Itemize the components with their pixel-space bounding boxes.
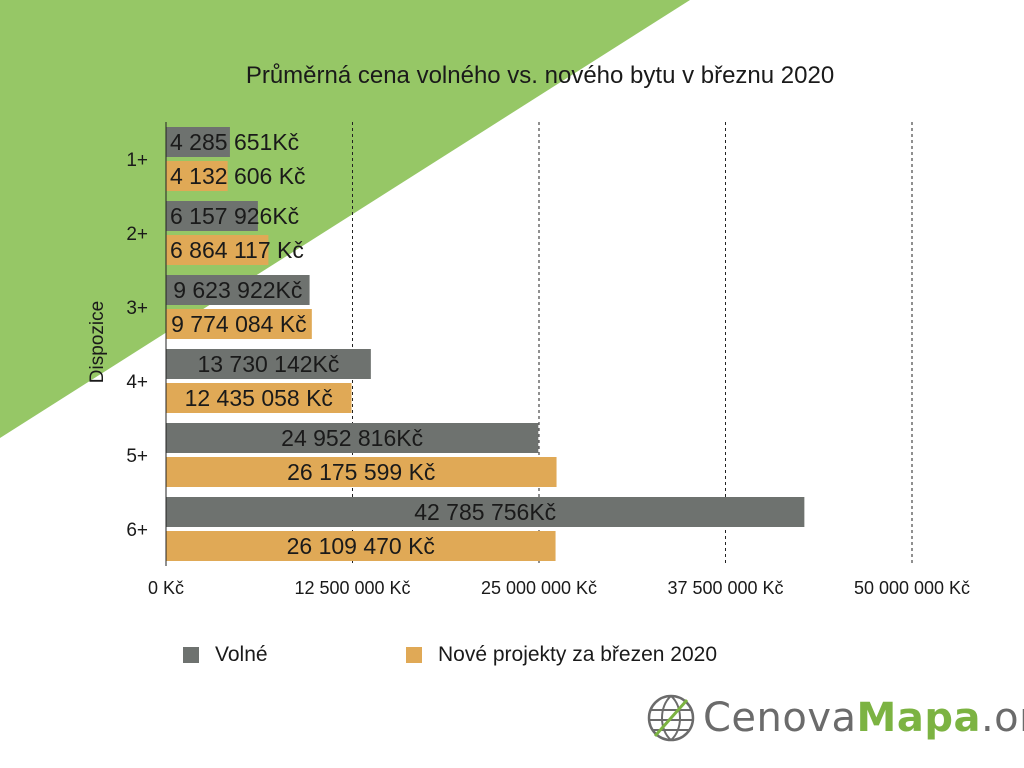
chart-title: Průměrná cena volného vs. nového bytu v … — [245, 62, 835, 89]
x-tick-label-1: 12 500 000 Kč — [294, 578, 410, 598]
data-label-volne-2plus: 6 157 926Kč — [170, 203, 299, 229]
bar-nove-1plus — [166, 161, 228, 191]
y-category-label-0: 1+ — [126, 150, 148, 171]
data-label-nove-3plus: 9 774 084 Kč — [171, 311, 307, 337]
legend-swatch-volne — [183, 647, 199, 663]
data-label-volne-3plus: 9 623 922Kč — [173, 277, 302, 303]
legend-item-nove: Nové projekty za březen 2020 — [406, 643, 717, 667]
legend-label-nove: Nové projekty za březen 2020 — [438, 643, 717, 666]
data-label-nove-1plus: 4 132 606 Kč — [170, 163, 306, 189]
y-category-label-5: 6+ — [126, 520, 148, 541]
bar-volne-5plus — [166, 423, 539, 453]
bar-nove-6plus — [166, 531, 556, 561]
data-label-volne-5plus: 24 952 816Kč — [281, 425, 423, 451]
logo-text-mapa: Mapa — [856, 695, 981, 741]
bar-nove-3plus — [166, 309, 312, 339]
y-category-label-2: 3+ — [126, 298, 148, 319]
x-tick-label-4: 50 000 000 Kč — [854, 578, 970, 598]
y-axis-label: Dispozice — [87, 301, 108, 383]
data-label-volne-4plus: 13 730 142Kč — [197, 351, 339, 377]
y-category-label-1: 2+ — [126, 224, 148, 245]
x-tick-label-2: 25 000 000 Kč — [481, 578, 597, 598]
bar-nove-2plus — [166, 235, 269, 265]
globe-icon — [647, 694, 695, 742]
legend-label-volne: Volné — [215, 643, 268, 666]
bar-volne-6plus — [166, 497, 805, 527]
logo-text-org: .org — [980, 695, 1024, 741]
cenovamapa-logo: CenovaMapa.org — [645, 690, 1024, 746]
bar-nove-5plus — [166, 457, 557, 487]
logo-text-cenova: Cenova — [703, 695, 857, 741]
bar-nove-4plus — [166, 383, 352, 413]
x-tick-label-0: 0 Kč — [148, 578, 184, 598]
data-label-nove-4plus: 12 435 058 Kč — [185, 385, 333, 411]
data-label-volne-6plus: 42 785 756Kč — [414, 499, 556, 525]
data-label-nove-5plus: 26 175 599 Kč — [287, 459, 435, 485]
legend-item-volne: Volné — [183, 643, 268, 667]
bar-volne-3plus — [166, 275, 310, 305]
x-tick-label-3: 37 500 000 Kč — [667, 578, 783, 598]
data-label-nove-2plus: 6 864 117 Kč — [170, 237, 304, 263]
bar-volne-1plus — [166, 127, 230, 157]
bar-volne-4plus — [166, 349, 371, 379]
data-label-nove-6plus: 26 109 470 Kč — [287, 533, 435, 559]
legend-swatch-nove — [406, 647, 422, 663]
y-category-label-3: 4+ — [126, 372, 148, 393]
bar-volne-2plus — [166, 201, 258, 231]
data-label-volne-1plus: 4 285 651Kč — [170, 129, 299, 155]
y-category-label-4: 5+ — [126, 446, 148, 467]
